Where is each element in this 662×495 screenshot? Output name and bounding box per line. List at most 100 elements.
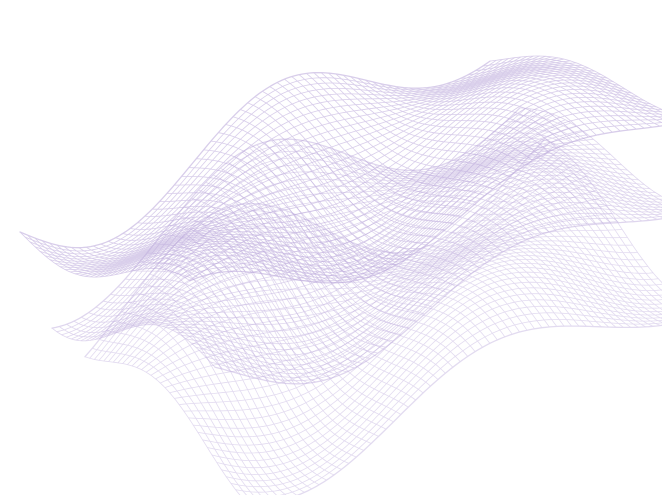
mesh-line-column <box>458 224 632 328</box>
mesh-line-column <box>95 303 262 380</box>
mesh-line-column <box>278 139 457 287</box>
mesh-line-column <box>515 169 662 311</box>
mesh-line-column <box>173 184 358 281</box>
mesh-line-column <box>71 241 247 273</box>
mesh-line-row <box>94 122 572 340</box>
mesh-line-column <box>127 301 287 495</box>
mesh-line-column <box>489 55 662 110</box>
mesh-line-row <box>99 126 577 339</box>
mesh-line-row <box>169 244 638 394</box>
mesh-line-column <box>263 141 441 301</box>
mesh-line-column <box>285 210 454 368</box>
mesh-line-row <box>205 212 662 378</box>
mesh-line-column <box>430 72 637 130</box>
mesh-line-column <box>314 223 483 348</box>
mesh-line-column <box>380 165 565 229</box>
mesh-line-column <box>264 204 431 387</box>
mesh-line-column <box>219 167 394 342</box>
mesh-line-row <box>181 187 662 356</box>
mesh-line-column <box>195 158 382 273</box>
mesh-line-column <box>544 138 662 284</box>
mesh-line-row <box>214 218 662 385</box>
mesh-line-column <box>234 156 410 329</box>
mesh-line-column <box>107 230 286 279</box>
mesh-line-column <box>271 205 439 380</box>
mesh-line-column <box>161 234 332 379</box>
mesh-line-column <box>228 206 394 423</box>
mesh-line-row <box>152 165 639 326</box>
mesh-line-column <box>276 82 470 210</box>
mesh-line-row <box>225 299 662 482</box>
mesh-line-column <box>350 241 520 333</box>
mesh-line-column <box>146 252 317 383</box>
mesh-line-column <box>49 242 223 273</box>
mesh-line-column <box>142 282 305 493</box>
mesh-line-column <box>242 203 409 408</box>
mesh-line-column <box>73 315 239 374</box>
mesh-line-column <box>78 239 255 273</box>
mesh-line-column <box>181 176 366 279</box>
mesh-line-column <box>445 68 653 128</box>
mesh-line-column <box>460 65 662 123</box>
mesh-line-column <box>393 252 565 327</box>
mesh-line-column <box>249 203 417 401</box>
mesh-line-row <box>89 141 551 359</box>
mesh-line-column <box>358 158 542 235</box>
mesh-line-row <box>133 155 617 328</box>
mesh-line-row <box>84 138 546 358</box>
mesh-line-column <box>156 264 320 486</box>
mesh-line-row <box>85 116 560 342</box>
mesh-line-column <box>129 220 310 282</box>
mesh-line-column <box>137 216 318 283</box>
mesh-line-column <box>344 153 526 241</box>
mesh-line-row <box>108 157 572 362</box>
mesh-line-row <box>161 171 651 332</box>
mesh-line-row <box>176 182 662 350</box>
mesh-line-column <box>134 292 298 495</box>
mesh-line-column <box>34 237 207 276</box>
mesh-line-column <box>144 211 326 284</box>
mesh-line-row <box>128 152 611 329</box>
mesh-line-column <box>175 215 348 373</box>
mesh-line-column <box>261 90 454 224</box>
mesh-line-row <box>80 114 555 342</box>
mesh-line-column <box>321 227 491 344</box>
mesh-line-column <box>523 161 662 305</box>
mesh-line-column <box>314 142 495 258</box>
mesh-line-column <box>235 204 402 415</box>
mesh-line-column <box>154 243 325 381</box>
mesh-line-column <box>151 205 334 284</box>
mesh-line-column <box>424 158 612 224</box>
mesh-layer-bottom <box>84 138 662 495</box>
mesh-line-column <box>505 121 662 205</box>
mesh-line-column <box>400 250 572 327</box>
mesh-line-column <box>508 177 662 315</box>
mesh-line-column <box>497 127 662 209</box>
mesh-line-row <box>75 112 549 341</box>
mesh-line-column <box>225 124 414 255</box>
mesh-line-column <box>401 83 605 134</box>
mesh-line-column <box>117 286 286 384</box>
mesh-line-column <box>394 86 597 136</box>
mesh-line-row <box>104 130 583 338</box>
mesh-line-row <box>61 108 532 336</box>
mesh-line-row <box>103 153 566 362</box>
mesh-line-column <box>307 141 488 263</box>
mesh-line-column <box>402 166 589 226</box>
mesh-line-row <box>112 163 577 363</box>
mesh-line-column <box>291 76 486 196</box>
mesh-line-column <box>170 248 335 476</box>
mesh-line-row <box>155 229 623 380</box>
mesh-line-column <box>465 219 639 328</box>
mesh-line-column <box>329 231 498 341</box>
mesh-line-column <box>350 76 549 153</box>
mesh-line-column <box>285 138 464 281</box>
mesh-line-column <box>56 244 231 272</box>
mesh-line-column <box>249 147 426 315</box>
mesh-line-column <box>451 228 624 328</box>
mesh-line-column <box>530 153 662 299</box>
mesh-line-row <box>174 248 644 399</box>
mesh-line-column <box>124 278 294 385</box>
mesh-line-row <box>197 267 662 438</box>
